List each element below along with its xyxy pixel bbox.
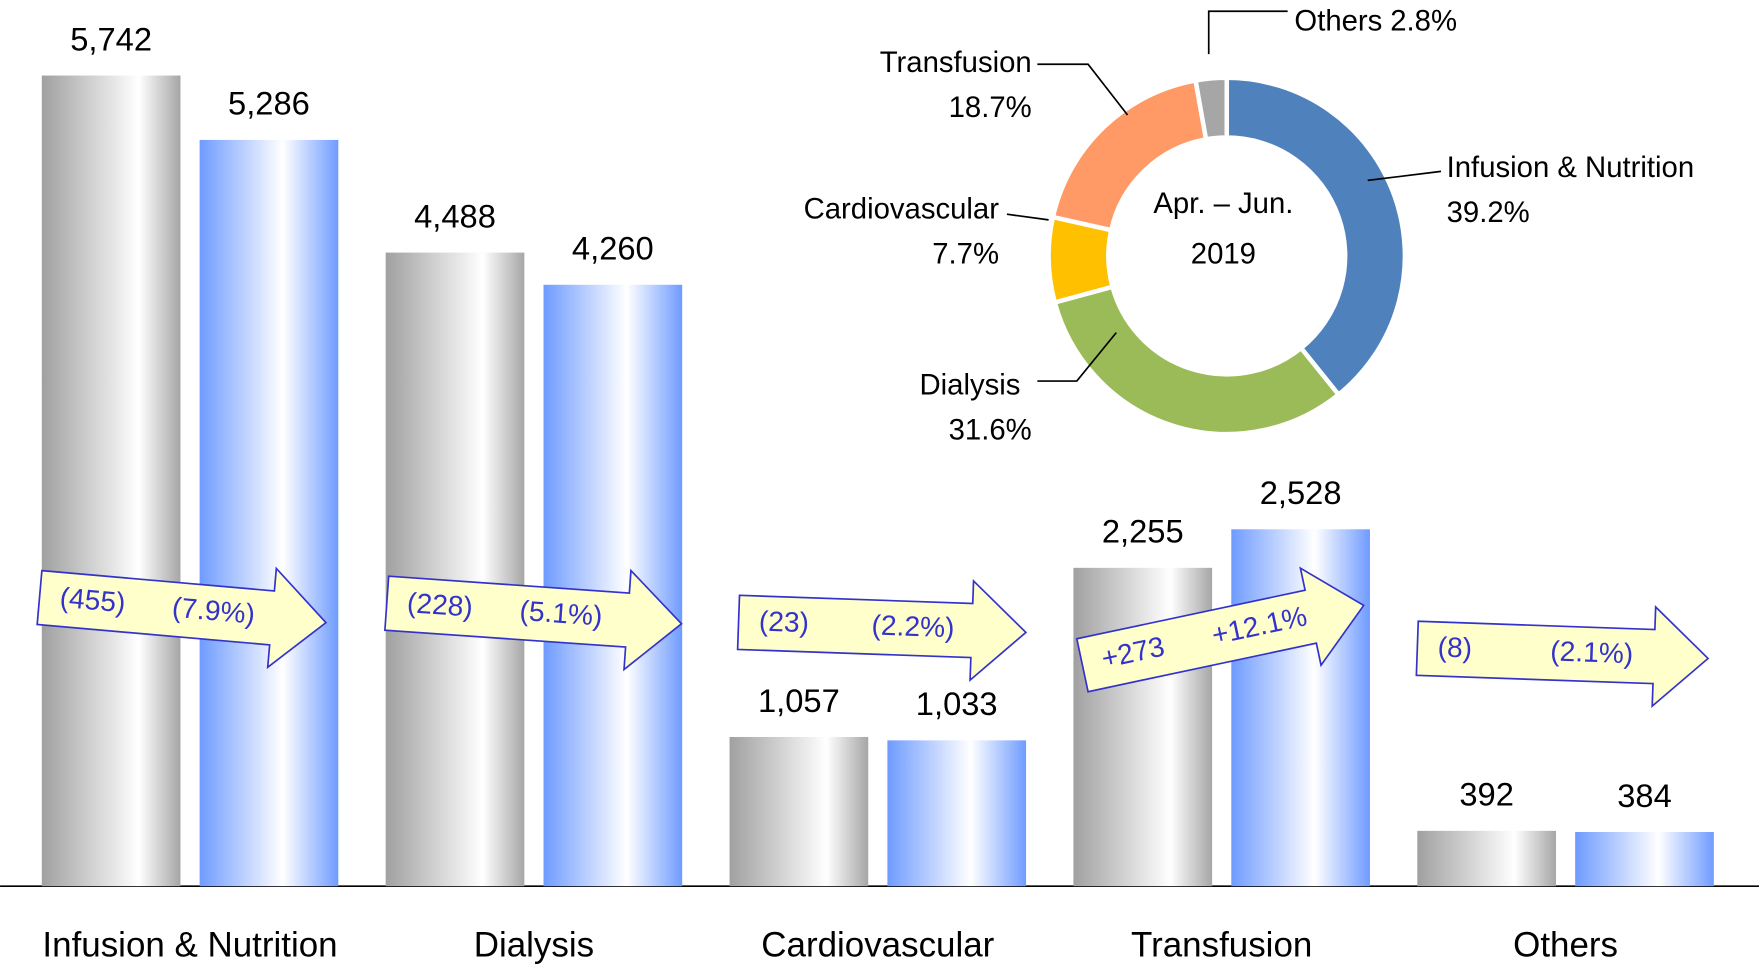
value-label: 392 bbox=[1459, 776, 1514, 813]
value-label: 1,057 bbox=[758, 682, 840, 719]
leader-line bbox=[1006, 213, 1049, 221]
change-arrow: (455) (7.9%) bbox=[36, 566, 328, 670]
slice-label: Infusion & Nutrition bbox=[1447, 151, 1695, 184]
change-arrow: (23) (2.2%) bbox=[736, 578, 1028, 682]
slice-label: Transfusion bbox=[880, 46, 1032, 79]
category-label: Transfusion bbox=[1131, 925, 1312, 964]
slice-label: Dialysis bbox=[919, 368, 1020, 401]
change-label: (2.2%) bbox=[871, 608, 955, 643]
slice-category: Others bbox=[1294, 4, 1382, 37]
arrow-shape bbox=[1415, 605, 1710, 709]
slice-value: 7.7% bbox=[932, 238, 999, 271]
slice-value: 39.2% bbox=[1447, 196, 1530, 229]
arrow-shape bbox=[36, 566, 328, 670]
bar bbox=[1231, 529, 1370, 887]
category-label: Others bbox=[1513, 925, 1618, 964]
category-label: Infusion & Nutrition bbox=[42, 925, 337, 964]
bar bbox=[887, 740, 1027, 887]
value-label: 4,488 bbox=[414, 197, 496, 234]
change-label: (23) bbox=[758, 605, 809, 639]
bar bbox=[1575, 831, 1714, 887]
arrow-shape bbox=[736, 578, 1028, 682]
slice-label: Cardiovascular bbox=[804, 193, 1000, 226]
category-label: Dialysis bbox=[474, 925, 594, 964]
value-label: 4,260 bbox=[572, 230, 654, 267]
leader-line bbox=[1037, 63, 1129, 116]
value-label: 2,255 bbox=[1102, 513, 1184, 550]
bar bbox=[199, 139, 339, 887]
arrow-shape bbox=[383, 568, 683, 672]
change-label: (7.9%) bbox=[171, 591, 256, 630]
center-label: 2019 bbox=[1191, 238, 1256, 271]
donut-slice bbox=[1052, 284, 1342, 437]
arrow-shape bbox=[1075, 566, 1365, 693]
slice-label: Others 2.8% bbox=[1294, 4, 1457, 37]
category-label: Cardiovascular bbox=[761, 925, 994, 964]
change-label: (8) bbox=[1437, 630, 1473, 663]
bar bbox=[729, 736, 869, 887]
center-label: Apr. – Jun. bbox=[1153, 187, 1293, 220]
value-label: 5,286 bbox=[228, 85, 310, 122]
change-arrow: (8) (2.1%) bbox=[1415, 605, 1710, 709]
change-label: (228) bbox=[406, 586, 474, 623]
value-label: 2,528 bbox=[1260, 474, 1342, 511]
slice-value: 2.8% bbox=[1390, 4, 1457, 37]
bar bbox=[41, 75, 181, 887]
value-label: 5,742 bbox=[70, 20, 152, 57]
leader-line bbox=[1037, 332, 1117, 382]
value-label: 384 bbox=[1617, 777, 1672, 814]
change-label: (455) bbox=[59, 581, 127, 619]
bar bbox=[385, 252, 525, 887]
value-label: 1,033 bbox=[916, 685, 998, 722]
change-label: (2.1%) bbox=[1550, 634, 1634, 669]
change-arrow: (228) (5.1%) bbox=[383, 568, 683, 672]
donut-slice bbox=[1192, 75, 1230, 142]
leader-line bbox=[1207, 10, 1288, 55]
bar bbox=[1417, 830, 1556, 887]
donut-slice bbox=[1224, 75, 1408, 398]
change-arrow: +273+12.1% bbox=[1075, 566, 1365, 693]
leader-line bbox=[1367, 170, 1442, 182]
slice-value: 31.6% bbox=[949, 414, 1032, 447]
change-label: (5.1%) bbox=[519, 594, 604, 632]
bar bbox=[543, 284, 683, 887]
slice-value: 18.7% bbox=[949, 91, 1032, 124]
